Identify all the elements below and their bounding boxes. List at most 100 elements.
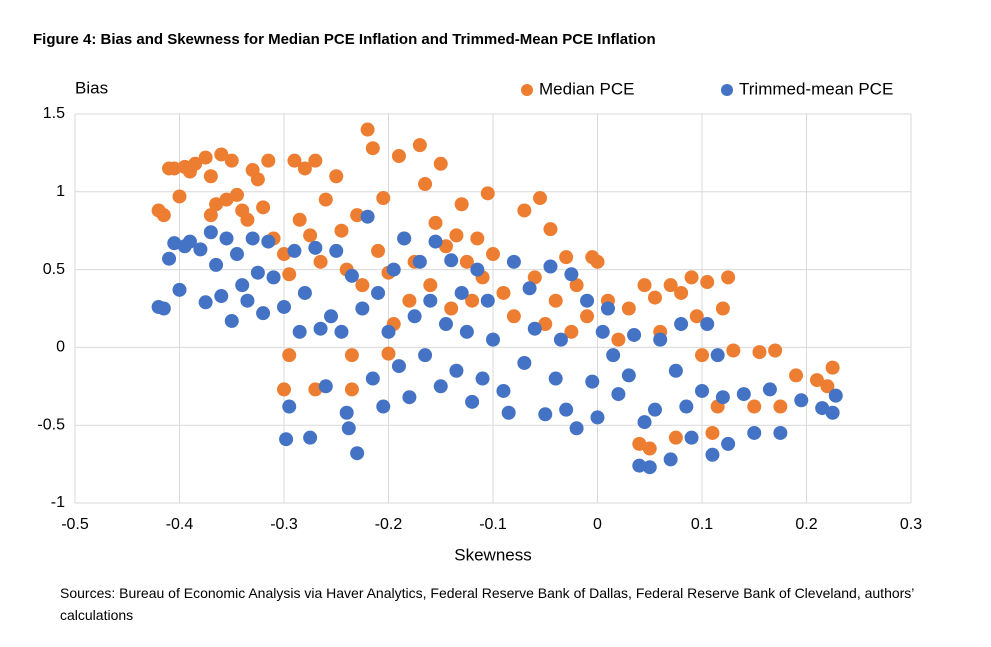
point bbox=[600, 301, 615, 316]
point bbox=[663, 452, 678, 467]
point bbox=[559, 250, 574, 265]
point bbox=[621, 368, 636, 383]
point bbox=[214, 147, 229, 162]
point bbox=[277, 299, 291, 314]
x-tick-label: -0.3 bbox=[270, 516, 298, 533]
point bbox=[663, 278, 678, 293]
point bbox=[647, 402, 662, 417]
point bbox=[287, 153, 302, 168]
point bbox=[627, 327, 642, 342]
point bbox=[710, 348, 725, 363]
point bbox=[548, 293, 563, 308]
point bbox=[355, 278, 370, 293]
point bbox=[209, 197, 224, 212]
point bbox=[470, 231, 485, 246]
point bbox=[224, 313, 239, 328]
point bbox=[203, 208, 218, 223]
point bbox=[402, 293, 417, 308]
point bbox=[825, 360, 840, 375]
point bbox=[486, 247, 500, 262]
point bbox=[339, 405, 354, 420]
point bbox=[590, 410, 605, 425]
point bbox=[256, 306, 271, 321]
point bbox=[825, 405, 840, 420]
point bbox=[559, 402, 574, 417]
point bbox=[527, 270, 542, 285]
point bbox=[329, 169, 344, 184]
point bbox=[308, 153, 323, 168]
point bbox=[162, 251, 177, 266]
point bbox=[668, 430, 683, 445]
x-tick-label: -0.5 bbox=[61, 516, 89, 533]
point bbox=[318, 192, 333, 207]
point bbox=[182, 234, 197, 249]
point bbox=[167, 161, 182, 176]
point bbox=[585, 374, 600, 389]
point bbox=[632, 458, 647, 473]
point bbox=[674, 285, 689, 300]
point bbox=[480, 293, 495, 308]
point bbox=[668, 363, 683, 378]
point bbox=[350, 446, 365, 461]
point bbox=[465, 394, 480, 409]
y-tick-label: 1.5 bbox=[43, 105, 65, 122]
point bbox=[156, 301, 171, 316]
point bbox=[454, 197, 469, 212]
point bbox=[773, 425, 788, 440]
point bbox=[768, 343, 783, 358]
point bbox=[391, 359, 406, 374]
point bbox=[480, 186, 495, 201]
point bbox=[794, 393, 809, 408]
point bbox=[580, 309, 595, 324]
point bbox=[282, 399, 297, 414]
point bbox=[172, 282, 187, 297]
point bbox=[344, 348, 359, 363]
point bbox=[250, 265, 265, 280]
y-axis-label: Bias bbox=[75, 78, 108, 97]
point bbox=[705, 425, 720, 440]
x-tick-label: -0.4 bbox=[166, 516, 194, 533]
point bbox=[538, 317, 553, 332]
point bbox=[402, 390, 417, 405]
point bbox=[611, 332, 626, 347]
point bbox=[391, 149, 406, 164]
point bbox=[224, 153, 239, 168]
y-tick-label: 0 bbox=[56, 339, 65, 356]
point bbox=[292, 324, 307, 339]
point bbox=[506, 309, 521, 324]
point bbox=[721, 270, 736, 285]
point bbox=[580, 293, 595, 308]
point bbox=[637, 415, 652, 430]
chart-title: Figure 4: Bias and Skewness for Median P… bbox=[33, 31, 656, 48]
point bbox=[219, 231, 234, 246]
point bbox=[747, 425, 762, 440]
point bbox=[496, 285, 511, 300]
point bbox=[376, 191, 391, 206]
legend-label: Trimmed-mean PCE bbox=[739, 79, 893, 98]
point bbox=[621, 301, 636, 316]
point bbox=[344, 268, 359, 283]
point bbox=[527, 321, 542, 336]
point bbox=[433, 156, 448, 171]
point bbox=[647, 290, 662, 305]
point bbox=[203, 169, 218, 184]
point bbox=[297, 285, 312, 300]
y-tick-label: 0.5 bbox=[43, 261, 65, 278]
point bbox=[632, 436, 647, 451]
point bbox=[423, 293, 438, 308]
point bbox=[522, 281, 537, 296]
point bbox=[418, 177, 433, 192]
point bbox=[533, 191, 548, 206]
point bbox=[820, 379, 835, 394]
point bbox=[715, 390, 730, 405]
point bbox=[564, 267, 579, 282]
point bbox=[334, 223, 349, 238]
point bbox=[214, 289, 229, 304]
point bbox=[684, 430, 699, 445]
point bbox=[449, 228, 464, 243]
point bbox=[642, 460, 657, 475]
point bbox=[569, 421, 584, 436]
point bbox=[277, 382, 291, 397]
point bbox=[355, 301, 370, 316]
point bbox=[715, 301, 730, 316]
